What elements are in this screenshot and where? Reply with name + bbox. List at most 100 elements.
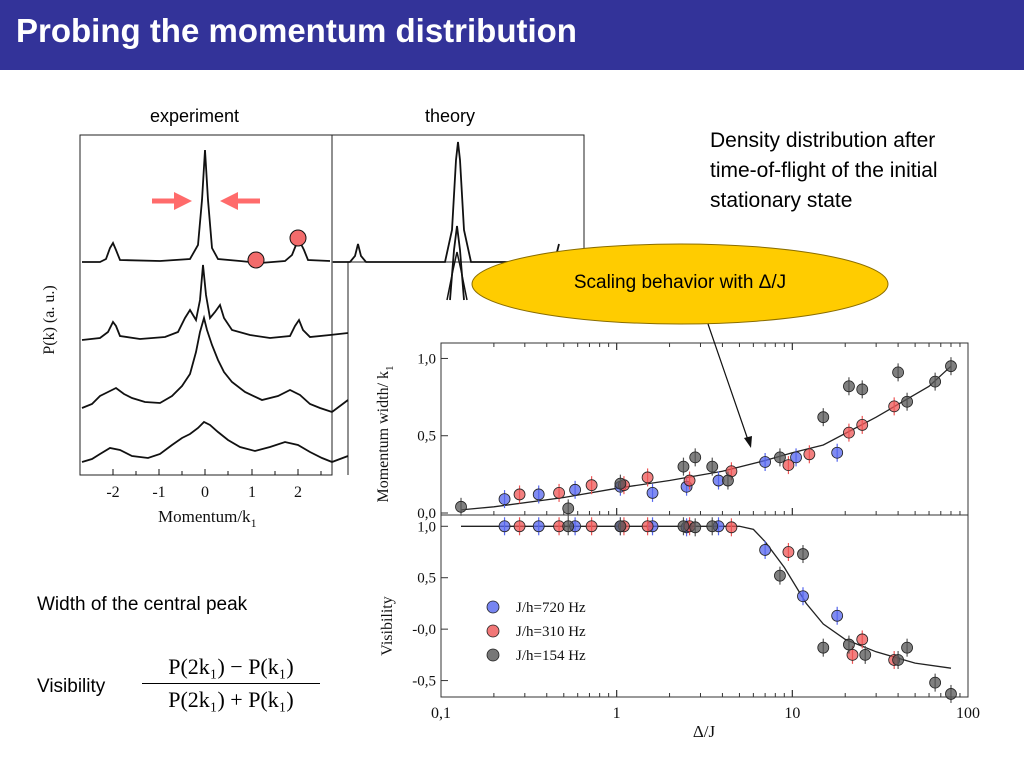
visibility-point-series-2 [689, 521, 702, 534]
visibility-label: Visibility [37, 676, 106, 697]
tick-label-m2: -2 [106, 484, 119, 501]
visibility-y-tick-label: 1,0 [417, 519, 436, 535]
width-point-series-1 [553, 487, 565, 499]
exp-curve-3 [81, 314, 349, 414]
tick-label-0: 0 [201, 484, 209, 501]
width-point-series-0 [646, 487, 659, 499]
width-point-series-2 [455, 500, 467, 513]
legend-label: J/h=310 Hz [516, 624, 586, 640]
width-point-series-2 [774, 451, 786, 464]
visibility-axis-label: Visibility [379, 596, 396, 656]
visibility-point-series-2 [817, 641, 830, 654]
width-point-series-0 [532, 488, 545, 501]
width-point-series-2 [614, 477, 627, 490]
visibility-point-series-2 [677, 520, 690, 533]
visibility-point-series-2 [859, 648, 872, 661]
exp-curve-1 [82, 149, 331, 264]
width-point-series-1 [782, 459, 795, 471]
visibility-point-series-1 [725, 521, 738, 534]
log-x-tick-label: 100 [956, 705, 980, 722]
exp-curve-4 [81, 420, 349, 463]
visibility-data-points [498, 517, 957, 703]
compression-arrows [152, 192, 260, 210]
width-point-series-1 [641, 471, 654, 484]
width-point-series-2 [929, 375, 942, 388]
slide-title: Probing the momentum distribution [16, 12, 577, 49]
log-x-ticks: 0,1 1 10 100 [431, 343, 980, 722]
width-y-tick-label: 1,0 [417, 351, 436, 367]
width-point-series-2 [901, 395, 913, 408]
legend-marker [486, 624, 500, 638]
experiment-label: experiment [150, 106, 240, 126]
callout-arrowhead-icon [744, 436, 752, 448]
callout-pointer-line [707, 323, 749, 441]
width-point-series-0 [790, 451, 802, 464]
visibility-plot-frame [440, 514, 969, 698]
width-point-series-2 [892, 366, 904, 379]
visibility-point-series-0 [498, 520, 511, 533]
visibility-point-series-2 [706, 520, 719, 533]
legend: J/h=720 Hz J/h=310 Hz J/h=154 Hz [486, 600, 586, 664]
width-point-series-2 [843, 380, 855, 393]
width-point-series-2 [706, 460, 719, 473]
width-point-series-2 [817, 411, 830, 424]
density-line-2: time-of-flight of the initial [710, 159, 938, 182]
formula-numerator: P(2k₁) − P(k₁) [142, 654, 320, 684]
width-data-points [455, 357, 957, 518]
visibility-point-series-0 [532, 520, 545, 533]
experiment-frame [79, 134, 333, 476]
width-point-series-2 [722, 474, 734, 487]
scaling-callout-ellipse [471, 243, 889, 325]
width-fit-line [460, 365, 952, 511]
legend-label: J/h=154 Hz [516, 648, 586, 664]
width-point-series-0 [831, 446, 844, 459]
formula-denominator: P(2k₁) + P(k₁) [168, 687, 294, 712]
width-point-series-0 [759, 456, 772, 468]
visibility-point-series-2 [774, 569, 786, 582]
width-y-tick-label: 0,0 [417, 506, 436, 522]
visibility-point-series-1 [782, 546, 795, 558]
width-point-series-1 [856, 419, 869, 431]
scaling-plots: 0,0 0,5 1,0 -0,5 -0,0 0,5 1,0 0,1 1 10 100 J/h=7… [370, 243, 996, 741]
log-x-tick-label: 0,1 [431, 705, 451, 722]
width-point-series-1 [803, 448, 816, 461]
visibility-formula: P(2k₁) − P(k₁) P(2k₁) + P(k₁) [142, 654, 320, 713]
width-point-series-1 [888, 400, 901, 413]
density-line-3: stationary state [710, 189, 853, 212]
visibility-y-tick-label: -0,5 [412, 674, 436, 690]
visibility-point-series-0 [759, 544, 772, 556]
visibility-point-series-2 [892, 654, 904, 666]
width-point-series-2 [689, 451, 702, 464]
width-point-series-1 [513, 488, 526, 501]
theory-frame [331, 134, 585, 263]
density-description: Density distribution after time-of-fligh… [710, 126, 1010, 216]
width-point-series-1 [843, 426, 855, 439]
theory-label: theory [425, 106, 476, 126]
width-point-series-1 [683, 474, 696, 487]
theory-curve-3 [446, 251, 468, 301]
scaling-callout-text: Scaling behavior with Δ/J [573, 272, 787, 293]
visibility-point-series-0 [797, 590, 809, 603]
density-line-1: Density distribution after [710, 129, 936, 152]
right-pointing-arrow-icon [174, 192, 192, 210]
momentum-x-ticks [112, 469, 322, 475]
tick-label-m1: -1 [152, 484, 165, 501]
width-point-series-2 [945, 360, 957, 373]
width-y-ticks: 0,0 0,5 1,0 [417, 351, 448, 522]
visibility-point-series-2 [843, 638, 855, 651]
log-x-tick-label: 10 [784, 705, 800, 722]
width-y-tick-label: 0,5 [417, 429, 436, 445]
width-point-series-0 [498, 493, 511, 505]
theory-curve-2 [449, 225, 465, 301]
legend-marker [486, 600, 500, 614]
visibility-point-series-2 [797, 548, 809, 560]
momentum-axis-label: Momentum/k1 [158, 507, 257, 530]
legend-label: J/h=720 Hz [516, 600, 586, 616]
visibility-point-series-1 [846, 648, 859, 661]
title-bar: Probing the momentum distribution [0, 0, 1024, 70]
width-point-series-2 [856, 383, 869, 396]
visibility-point-series-1 [856, 633, 869, 646]
width-point-series-2 [562, 502, 575, 515]
width-point-series-0 [569, 483, 582, 496]
